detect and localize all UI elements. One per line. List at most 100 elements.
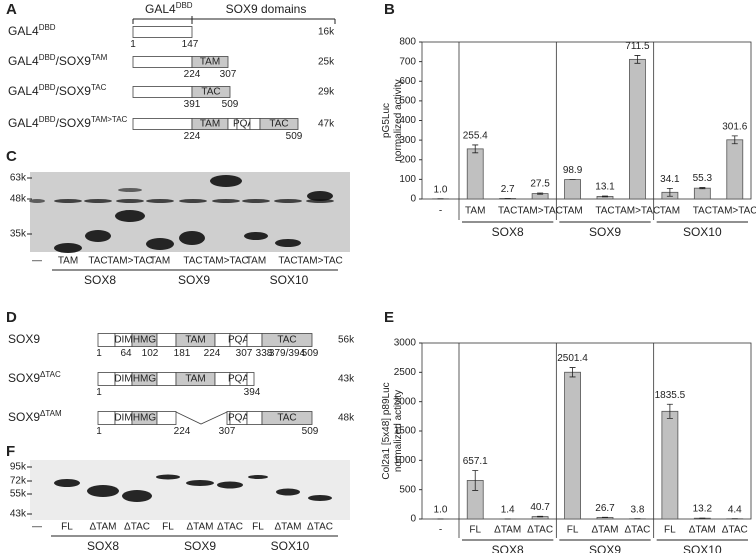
x-tick-label: ΔTAC [624,525,650,536]
value-label: 1.0 [434,184,448,195]
blot-band [244,232,268,240]
value-label: 2501.4 [557,353,588,364]
x-tick-label: TAC [595,206,614,217]
blot-band [54,479,80,487]
domain-label: PQA [233,119,254,130]
panel-label: D [6,309,17,326]
value-label: 27.5 [530,179,550,190]
residue-number: 224 [184,69,201,80]
group-label: SOX9 [178,273,210,287]
name-part: /SOX9 [56,84,92,98]
residue-number: 391 [184,99,201,110]
error-bar [472,470,479,491]
protein-box [156,372,177,386]
bar [564,371,581,520]
lane-label: TAM [58,256,78,267]
y-tick-label: 500 [399,96,416,107]
value-label: 1.4 [501,505,515,516]
value-label: 13.2 [693,504,713,515]
x-tick-label: FL [469,525,481,536]
name-part: GAL4 [145,2,176,16]
lane-label: ΔTAM [274,522,301,533]
x-tick-label: - [439,525,442,536]
y-tick-label: 1000 [394,455,417,466]
bar [466,148,484,200]
value-label: 2.7 [501,184,515,195]
residue-number: 224 [184,131,201,142]
y-tick-label: 2000 [394,396,417,407]
bar [693,187,711,200]
residue-number: 1 [96,387,102,398]
value-label: 13.1 [595,182,615,193]
y-axis-title: Col2a1 [5x48] p89Lucnormalized activity [381,382,404,479]
value-label: 657.1 [463,456,488,467]
superscript: ΔTAC [40,370,61,379]
value-label: 3.8 [630,504,644,515]
residue-number: 509 [222,99,239,110]
blot-band [54,243,82,253]
domain-label: PQA [228,374,249,385]
blot-band [122,490,152,502]
residue-number: 224 [174,426,191,437]
x-tick-label: ΔTAM [591,525,618,536]
y-tick-label: 400 [399,115,416,126]
domain-label: TAC [277,335,296,346]
superscript: DBD [176,1,193,10]
bar [726,139,744,200]
name-part: /SOX9 [56,116,92,130]
domain-label: HMG [133,413,157,424]
lane-label: ΔTAM [89,522,116,533]
lane-label: ΔTAM [186,522,213,533]
residue-number: 181 [174,348,191,359]
y-tick-label: 1500 [394,426,417,437]
lane-label: FL [252,522,264,533]
name-part: SOX9 [8,410,40,424]
y-tick-label: 800 [399,37,416,48]
size-label: 56k [338,335,355,346]
size-label: 25k [318,57,335,68]
x-tick-label: ΔTAM [494,525,521,536]
x-tick-label: FL [664,525,676,536]
residue-number: 509 [286,131,303,142]
superscript: TAM [91,53,108,62]
y-tick-label: 500 [399,484,416,495]
y-tick-label: 0 [410,194,416,205]
y-tick-label: 700 [399,56,416,67]
marker-label: 72k [10,476,27,487]
group-label: SOX8 [492,225,524,239]
blot-band [146,199,174,203]
lane-label: TAM>TAC [203,256,248,267]
domain-label: DIM [114,335,132,346]
error-bar [731,135,738,145]
residue-number: 1 [96,348,102,359]
protein-box [132,56,193,68]
construct-name: SOX9ΔTAM [8,409,62,425]
residue-number: 1 [96,426,102,437]
domain-label: TAC [201,87,220,98]
construct-name: GAL4DBD/SOX9TAM [8,53,108,69]
lane-label: ΔTAC [217,522,243,533]
domain-label: TAC [269,119,288,130]
deletion-line [175,411,228,425]
x-tick-label: ΔTAM [689,525,716,536]
y-tick-label: 200 [399,154,416,165]
value-label: 26.7 [595,503,615,514]
protein-box [156,411,177,425]
x-tick-label: - [439,206,442,217]
domain-box [261,411,313,425]
blot-band [307,191,333,201]
group-label: SOX8 [492,543,524,553]
marker-label: 48k [10,194,27,205]
domain-box [191,86,231,98]
name-part: SOX9 [8,371,40,385]
panel-label: B [384,1,395,18]
construct-name: SOX9ΔTAC [8,370,61,386]
domain-box [259,118,299,130]
panel-label: C [6,148,17,165]
lane-label: TAC [88,256,107,267]
x-tick-label: TAC [498,206,517,217]
residue-number: 394 [244,387,261,398]
error-bar [634,55,641,64]
size-label: 16k [318,27,335,38]
x-tick-label: ΔTAC [722,525,748,536]
